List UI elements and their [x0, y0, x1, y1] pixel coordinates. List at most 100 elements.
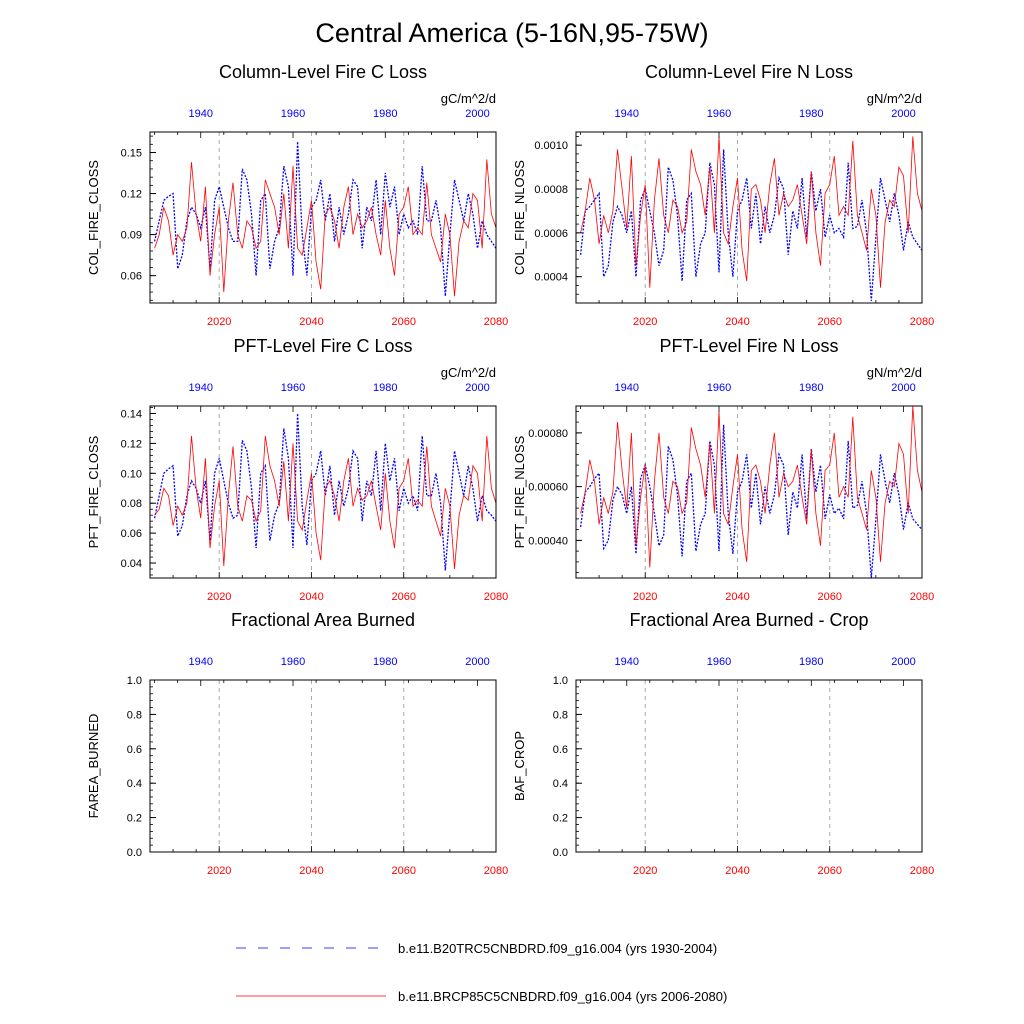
x-bottom-tick-label: 2020 [633, 591, 657, 603]
x-top-tick-label: 1940 [615, 656, 639, 668]
y-axis-label: BAF_CROP [512, 731, 527, 801]
x-top-tick-label: 1940 [615, 108, 639, 120]
x-bottom-tick-label: 2060 [391, 316, 415, 328]
panel-title: Column-Level Fire C Loss [219, 62, 427, 82]
y-tick-label: 0.00040 [528, 535, 568, 547]
plot-frame [149, 131, 497, 304]
series-line-hist [153, 141, 497, 297]
x-top-tick-label: 1960 [281, 108, 305, 120]
x-bottom-tick-label: 2080 [484, 316, 508, 328]
y-axis-label: COL_FIRE_NLOSS [512, 160, 527, 275]
x-top-tick-label: 1960 [281, 656, 305, 668]
y-tick-label: 0.0 [127, 847, 142, 859]
x-top-tick-label: 1980 [799, 656, 823, 668]
y-axis-label: PFT_FIRE_CLOSS [86, 435, 101, 548]
x-top-tick-label: 1980 [373, 382, 397, 394]
x-bottom-tick-label: 2040 [299, 591, 323, 603]
y-tick-label: 0.2 [127, 813, 142, 825]
series-line-future [580, 136, 923, 288]
y-tick-label: 0.00060 [528, 482, 568, 494]
plot-frame [149, 405, 497, 579]
x-bottom-tick-label: 2060 [817, 591, 841, 603]
x-bottom-tick-label: 2080 [910, 865, 934, 877]
plot-frame [575, 131, 923, 304]
y-tick-label: 1.0 [553, 675, 568, 687]
series-line-future [580, 405, 923, 568]
x-top-tick-label: 2000 [465, 382, 489, 394]
units-label: gN/m^2/d [867, 365, 922, 380]
y-tick-label: 0.8 [127, 709, 142, 721]
legend-label: b.e11.BRCP85C5CNBDRD.f09_g16.004 (yrs 20… [398, 989, 727, 1004]
x-bottom-tick-label: 2020 [633, 316, 657, 328]
y-tick-label: 0.6 [127, 744, 142, 756]
y-tick-label: 0.4 [127, 778, 142, 790]
x-bottom-tick-label: 2060 [817, 865, 841, 877]
y-tick-label: 0.06 [121, 271, 142, 283]
y-tick-label: 0.8 [553, 709, 568, 721]
x-bottom-tick-label: 2040 [725, 316, 749, 328]
y-axis-label: PFT_FIRE_NLOSS [512, 435, 527, 548]
legend-label: b.e11.B20TRC5CNBDRD.f09_g16.004 (yrs 193… [398, 941, 717, 956]
x-top-tick-label: 1980 [373, 656, 397, 668]
y-tick-label: 0.14 [121, 408, 142, 420]
panel-column-level-fire-n-loss: Column-Level Fire N Loss gN/m^2/d 0.0004 0.… [512, 62, 934, 328]
y-tick-label: 0.0 [553, 847, 568, 859]
x-top-tick-label: 2000 [465, 656, 489, 668]
panel-title: PFT-Level Fire C Loss [233, 336, 412, 356]
y-tick-label: 0.04 [121, 558, 142, 570]
main-title: Central America (5-16N,95-75W) [315, 18, 708, 48]
x-top-tick-label: 1940 [189, 382, 213, 394]
panel-fractional-area-burned-crop: Fractional Area Burned - Crop 0.0 0.2 0.4 0.… [512, 610, 934, 877]
x-top-tick-label: 1940 [615, 382, 639, 394]
x-top-tick-label: 2000 [891, 382, 915, 394]
x-top-tick-label: 1940 [189, 656, 213, 668]
x-top-tick-label: 1960 [707, 108, 731, 120]
x-top-tick-label: 2000 [465, 108, 489, 120]
plot-frame [575, 405, 923, 579]
x-top-tick-label: 1940 [189, 108, 213, 120]
x-bottom-tick-label: 2060 [817, 316, 841, 328]
units-label: gN/m^2/d [867, 91, 922, 106]
x-top-tick-label: 1960 [707, 382, 731, 394]
y-tick-label: 0.15 [121, 148, 142, 160]
x-top-tick-label: 1980 [799, 108, 823, 120]
y-tick-label: 0.12 [121, 189, 142, 201]
units-label: gC/m^2/d [441, 91, 496, 106]
y-tick-label: 0.08 [121, 498, 142, 510]
y-tick-label: 0.00080 [528, 428, 568, 440]
y-tick-label: 0.06 [121, 528, 142, 540]
y-tick-label: 0.2 [553, 813, 568, 825]
y-tick-label: 0.12 [121, 438, 142, 450]
x-top-tick-label: 1960 [707, 656, 731, 668]
panel-pft-level-fire-n-loss: PFT-Level Fire N Loss gN/m^2/d 0.00040 0.00… [512, 336, 934, 603]
x-bottom-tick-label: 2080 [484, 591, 508, 603]
y-tick-label: 0.6 [553, 744, 568, 756]
legend: b.e11.B20TRC5CNBDRD.f09_g16.004 (yrs 193… [236, 941, 727, 1004]
y-tick-label: 0.0004 [534, 272, 568, 284]
x-bottom-tick-label: 2060 [391, 591, 415, 603]
units-label: gC/m^2/d [441, 365, 496, 380]
panel-title: Fractional Area Burned - Crop [629, 610, 868, 630]
series-line-future [154, 159, 497, 297]
panel-pft-level-fire-c-loss: PFT-Level Fire C Loss gC/m^2/d 0.04 0.06 0.0… [86, 336, 508, 603]
y-tick-label: 0.09 [121, 230, 142, 242]
x-bottom-tick-label: 2040 [725, 865, 749, 877]
panel-fractional-area-burned: Fractional Area Burned 0.0 0.2 0.4 0.6 0.8 1.0… [86, 610, 508, 877]
x-bottom-tick-label: 2020 [633, 865, 657, 877]
y-tick-label: 0.0008 [534, 184, 568, 196]
legend-item-future: b.e11.BRCP85C5CNBDRD.f09_g16.004 (yrs 20… [236, 989, 727, 1004]
x-bottom-tick-label: 2020 [207, 865, 231, 877]
x-bottom-tick-label: 2020 [207, 316, 231, 328]
x-top-tick-label: 1960 [281, 382, 305, 394]
x-top-tick-label: 2000 [891, 108, 915, 120]
panel-title: Fractional Area Burned [231, 610, 415, 630]
plot-frame [149, 679, 497, 853]
y-tick-label: 0.10 [121, 468, 142, 480]
series-line-future [154, 435, 497, 570]
y-tick-label: 0.4 [553, 778, 568, 790]
y-tick-label: 1.0 [127, 675, 142, 687]
legend-item-hist: b.e11.B20TRC5CNBDRD.f09_g16.004 (yrs 193… [236, 941, 717, 956]
x-bottom-tick-label: 2060 [391, 865, 415, 877]
x-top-tick-label: 2000 [891, 656, 915, 668]
